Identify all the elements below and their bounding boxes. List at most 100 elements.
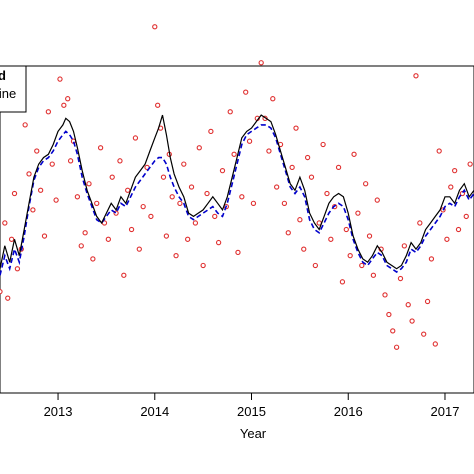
data-point bbox=[359, 262, 365, 269]
data-point bbox=[181, 161, 187, 167]
data-point bbox=[2, 220, 8, 226]
data-point bbox=[45, 109, 52, 115]
data-point bbox=[37, 187, 44, 193]
data-point bbox=[136, 246, 142, 252]
data-point bbox=[452, 167, 458, 174]
data-point bbox=[250, 200, 257, 206]
x-axis: 2013 2014 2015 2016 2017 bbox=[44, 393, 460, 419]
data-point bbox=[11, 190, 18, 197]
data-point bbox=[239, 194, 245, 200]
data-point bbox=[97, 145, 104, 151]
solid-series-line bbox=[0, 114, 474, 270]
data-point bbox=[169, 194, 175, 200]
data-point bbox=[227, 109, 233, 115]
data-point bbox=[235, 249, 241, 256]
data-point bbox=[246, 138, 253, 144]
data-point bbox=[320, 141, 326, 148]
data-point bbox=[382, 292, 388, 298]
data-point bbox=[22, 122, 28, 128]
data-point bbox=[0, 288, 3, 295]
data-point bbox=[128, 226, 135, 233]
data-point bbox=[212, 213, 218, 220]
data-point bbox=[121, 272, 127, 278]
data-point bbox=[297, 217, 303, 223]
data-point bbox=[196, 145, 202, 151]
data-point bbox=[274, 184, 280, 190]
x-tick-label-2014: 2014 bbox=[140, 404, 169, 419]
data-point bbox=[266, 148, 272, 154]
data-point bbox=[308, 174, 315, 180]
data-point bbox=[105, 236, 111, 242]
data-point bbox=[30, 207, 36, 213]
data-point bbox=[14, 266, 21, 272]
x-tick-label-2015: 2015 bbox=[237, 404, 266, 419]
data-point bbox=[413, 73, 419, 79]
data-point bbox=[192, 220, 199, 226]
data-point bbox=[200, 262, 206, 269]
data-point bbox=[444, 236, 450, 242]
data-point bbox=[463, 213, 469, 220]
data-point bbox=[231, 151, 237, 157]
legend-entry-label: d bbox=[0, 68, 6, 83]
data-point bbox=[366, 233, 373, 239]
data-point bbox=[424, 298, 431, 305]
data-point bbox=[417, 220, 423, 226]
data-point bbox=[304, 154, 311, 161]
data-point bbox=[125, 187, 131, 193]
data-point bbox=[26, 171, 32, 177]
data-point bbox=[293, 125, 299, 131]
data-point bbox=[343, 226, 349, 233]
data-point bbox=[152, 24, 158, 30]
data-point bbox=[351, 151, 357, 157]
data-point bbox=[312, 262, 319, 269]
data-point bbox=[285, 230, 291, 236]
data-point bbox=[8, 236, 15, 242]
data-point bbox=[132, 135, 139, 141]
data-point bbox=[390, 328, 396, 334]
data-point bbox=[160, 174, 167, 180]
data-point bbox=[74, 194, 81, 200]
legend-box bbox=[0, 65, 27, 113]
data-point bbox=[49, 161, 55, 167]
data-point bbox=[57, 76, 63, 82]
data-point bbox=[421, 331, 427, 337]
data-point bbox=[455, 226, 462, 233]
data-point bbox=[5, 295, 11, 301]
data-point bbox=[101, 220, 108, 226]
data-point bbox=[109, 174, 115, 180]
data-point bbox=[41, 233, 48, 239]
data-point bbox=[355, 210, 361, 216]
data-point bbox=[270, 96, 276, 102]
x-tick-label-2013: 2013 bbox=[44, 404, 73, 419]
x-axis-title: Year bbox=[240, 426, 267, 441]
data-point bbox=[405, 302, 411, 308]
data-point bbox=[65, 96, 71, 102]
data-point bbox=[155, 102, 161, 108]
data-point bbox=[243, 89, 249, 95]
data-point bbox=[339, 279, 346, 285]
data-point bbox=[374, 197, 380, 203]
legend: d line bbox=[0, 65, 27, 113]
data-point bbox=[148, 213, 154, 220]
data-point bbox=[140, 203, 146, 210]
data-point bbox=[53, 197, 59, 203]
x-tick-label-2017: 2017 bbox=[431, 404, 460, 419]
data-point bbox=[281, 200, 288, 206]
data-point bbox=[204, 190, 210, 197]
data-point bbox=[370, 272, 377, 278]
data-point bbox=[386, 311, 392, 318]
data-point bbox=[177, 200, 183, 206]
data-point bbox=[328, 236, 334, 242]
data-point bbox=[401, 243, 408, 249]
series-lines bbox=[0, 114, 474, 276]
data-point bbox=[34, 148, 40, 154]
data-point bbox=[215, 239, 222, 246]
data-point bbox=[363, 181, 369, 187]
data-point bbox=[82, 230, 88, 236]
data-point bbox=[94, 200, 100, 206]
data-point bbox=[67, 158, 74, 164]
plot-frame bbox=[0, 65, 474, 394]
data-point bbox=[448, 184, 454, 190]
data-point bbox=[86, 181, 92, 187]
data-point bbox=[324, 190, 330, 197]
